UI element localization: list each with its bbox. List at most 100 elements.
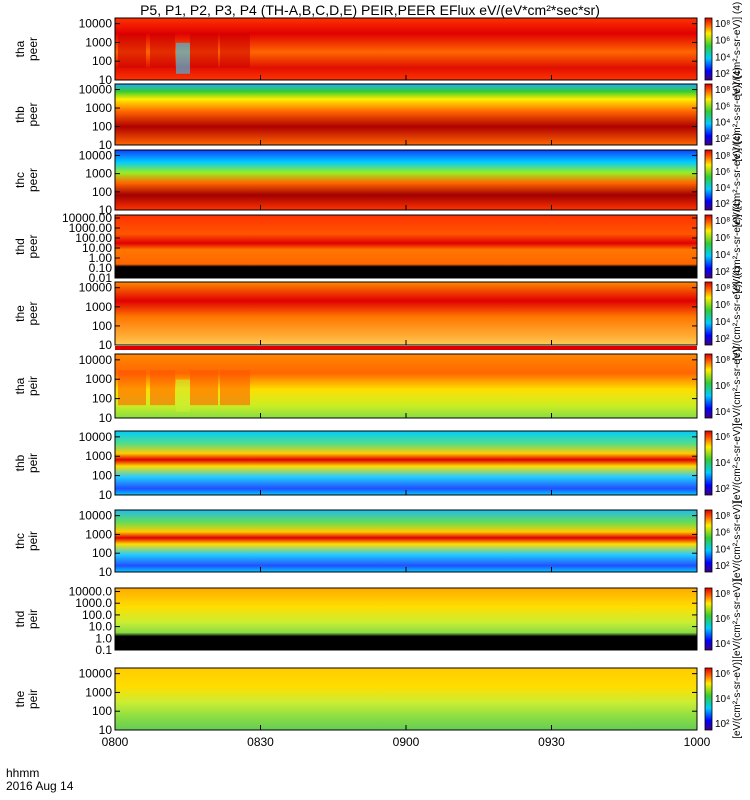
y-tick-label: 1.00 [89,251,113,265]
y-tick-label: 10 [99,488,113,502]
y-tick-label: 100.0 [82,608,112,622]
y-tick-label: 1000.0 [75,596,112,610]
y-tick-label: 10000 [79,148,113,162]
colorbar [704,430,713,496]
colorbar-tick-label: 10⁸ [715,151,730,162]
x-tick-label: 0900 [393,735,420,749]
y-tick-label: 1000.00 [69,221,113,235]
colorbar-tick-label: 10² [715,561,730,572]
y-tick-label: 100 [92,469,112,483]
panel-ylabel: tha [13,40,27,57]
colorbar-tick-label: 10⁶ [715,528,730,539]
panel-ylabel: the [13,305,27,322]
panel-ylabel: tha [13,377,27,394]
colorbar-tick-label: 10⁶ [715,669,730,680]
colorbar-label: [eV/(cm²-s-sr-eV)] (4) [732,67,743,161]
y-tick-label: 100.00 [75,231,112,245]
panel-ylabel: thb [13,454,27,471]
section-separator [115,346,697,350]
colorbar-label: [eV/(cm²-s-sr-eV)] [732,579,743,659]
colorbar-tick-label: 10⁶ [715,381,730,392]
y-tick-label: 1000 [85,372,112,386]
colorbar-tick-label: 10⁸ [715,216,730,227]
y-tick-label: 10 [99,723,113,737]
colorbar-tick-label: 10⁸ [715,85,730,96]
y-tick-label: 10000 [79,509,113,523]
y-tick-label: 1000 [85,449,112,463]
colorbar [704,83,713,146]
panel-ylabel: thc [13,533,27,549]
y-tick-label: 100 [92,704,112,718]
burst-feature [118,370,146,406]
colorbar-tick-label: 10² [715,134,730,145]
panel-tha-peir: 10000 1000 100 10 tha peir 10⁸ 10⁶ 10⁴ [eV/(cm²-s… [13,346,743,426]
y-tick-label: 10000 [79,17,113,31]
colorbar [704,667,713,731]
spectrogram-image [115,84,697,145]
y-tick-label: 100 [92,120,112,134]
colorbar [704,587,713,651]
colorbar-tick-label: 10⁴ [715,183,730,194]
panel-ylabel: thb [13,106,27,123]
x-tick-label: 1000 [684,735,711,749]
y-tick-label: 10000.00 [62,211,112,225]
colorbar-tick-label: 10⁸ [715,283,730,294]
colorbar-label: [eV/(cm²-s-sr-eV)] [732,659,743,739]
panel-ylabel: the [13,690,27,707]
y-tick-label: 10.00 [82,241,112,255]
time-axis-unit: hhmm [6,766,40,780]
colorbar-tick-label: 10⁴ [715,52,730,63]
burst-feature [150,370,175,406]
spectrogram-image [115,215,697,278]
colorbar-tick-label: 10⁶ [715,300,730,311]
colorbar-tick-label: 10⁶ [715,432,730,443]
y-tick-label: 10 [99,565,113,579]
panel-tha-peer: 10000 1000 100 10 tha peer 10⁸ 10⁶ 10⁴ 10² [eV/(cm… [13,2,743,96]
spectrogram-image [115,150,697,210]
colorbar [704,509,713,573]
colorbar [704,149,713,211]
panel-thc-peir: 10000 1000 100 10 thc peir 10⁸ 10⁶ 10⁴ 10² [eV/(cm… [13,501,743,581]
panel-ylabel: peir [26,689,40,709]
panel-ylabel: peer [26,234,40,258]
colorbar-label: [eV/(cm²-s-sr-eV)] (4) [732,2,743,96]
y-tick-label: 10000 [79,281,113,295]
y-tick-label: 1.0 [95,631,112,645]
colorbar-tick-label: 10⁴ [715,544,730,555]
colorbar [704,281,713,346]
spectrogram-image [115,510,697,572]
y-tick-label: 1000 [85,101,112,115]
panel-ylabel: peer [26,301,40,325]
colorbar-tick-label: 10² [715,267,730,278]
burst-gap [176,42,190,74]
y-tick-label: 1000 [85,35,112,49]
y-tick-label: 10000 [79,83,113,97]
y-tick-label: 1000 [85,167,112,181]
panel-ylabel: peir [26,531,40,551]
x-tick-label: 0800 [102,735,129,749]
colorbar-label: [eV/(cm²-s-sr-eV)] (4) [732,266,743,360]
y-tick-label: 100 [92,54,112,68]
colorbar-tick-label: 10⁴ [715,458,730,469]
panel-ylabel: peir [26,453,40,473]
spectrogram-image [115,668,697,730]
plot-date: 2016 Aug 14 [6,779,74,793]
y-tick-label: 100 [92,392,112,406]
y-tick-label: 10000 [79,353,113,367]
y-tick-label: 0.10 [89,261,113,275]
colorbar-tick-label: 10⁸ [715,589,730,600]
x-tick-label: 0830 [247,735,274,749]
y-tick-label: 0.01 [89,271,113,285]
panel-thb-peer: 10000 1000 100 10 thb peer 10⁸ 10⁶ 10⁴ 10² [eV/(cm… [13,67,743,161]
spectrogram-image [115,282,697,345]
colorbar-tick-label: 10⁸ [715,355,730,366]
colorbar-tick-label: 10⁶ [715,101,730,112]
colorbar-tick-label: 10⁶ [715,167,730,178]
colorbar-tick-label: 10² [715,484,730,495]
y-tick-label: 10.0 [89,620,113,634]
colorbar-tick-label: 10⁸ [715,511,730,522]
burst-gap [176,379,190,412]
